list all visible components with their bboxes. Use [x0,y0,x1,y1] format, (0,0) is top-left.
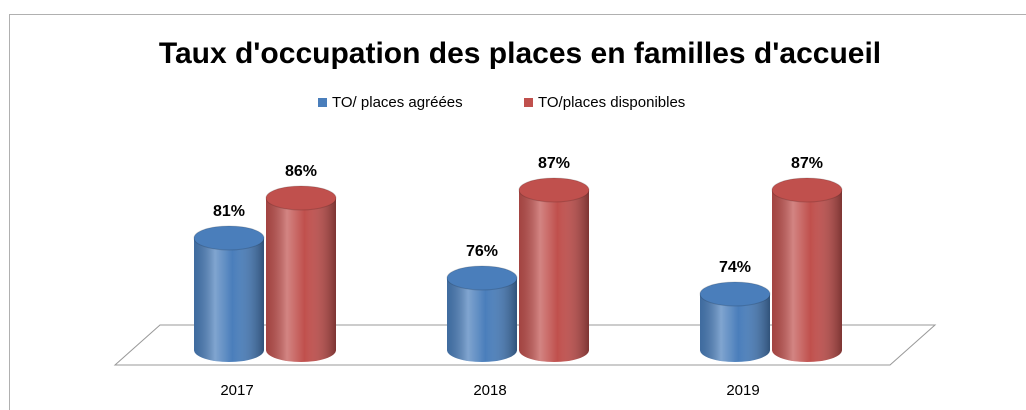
x-tick-label: 2019 [726,382,759,399]
cylinder-top [193,225,265,251]
chart-title: Taux d'occupation des places en familles… [159,37,881,70]
cylinder-top [518,177,590,203]
chart-border [9,14,1026,410]
value-label: 76% [466,243,498,260]
legend-label: TO/ places agréées [332,94,463,111]
cylinder-top [446,265,518,291]
legend-label: TO/places disponibles [538,94,685,111]
value-label: 74% [719,259,751,276]
cylinder-shade [700,294,770,362]
legend-swatch [318,98,327,107]
x-tick-label: 2017 [220,382,253,399]
cylinder-top [699,281,771,307]
cylinder-shade [519,190,589,362]
cylinder-shade [447,278,517,362]
cylinder-shade [194,238,264,362]
value-label: 87% [791,155,823,172]
cylinder-top [771,177,843,203]
value-label: 87% [538,155,570,172]
value-label: 86% [285,163,317,180]
cylinder-shade [266,198,336,362]
cylinder-shade [772,190,842,362]
value-label: 81% [213,203,245,220]
x-tick-label: 2018 [473,382,506,399]
cylinder-top [265,185,337,211]
legend-swatch [524,98,533,107]
